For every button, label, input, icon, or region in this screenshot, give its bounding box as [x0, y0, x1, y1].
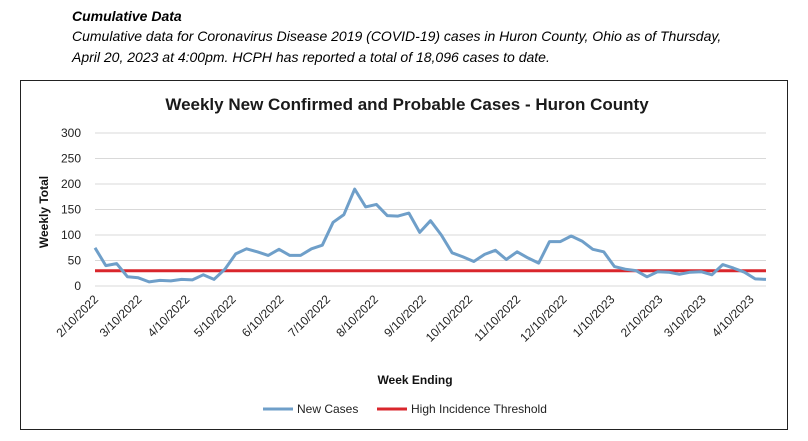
y-axis-label: Weekly Total	[37, 176, 51, 248]
chart-title: Weekly New Confirmed and Probable Cases …	[165, 95, 649, 114]
y-tick-250: 250	[61, 152, 81, 166]
section-description-line-2: April 20, 2023 at 4:00pm. HCPH has repor…	[72, 49, 550, 65]
x-tick-2-10-2022: 2/10/2022	[53, 292, 101, 340]
legend-threshold-label: High Incidence Threshold	[411, 402, 547, 416]
x-axis-label: Week Ending	[377, 373, 452, 387]
x-tick-4-10-2022: 4/10/2022	[145, 292, 193, 340]
y-tick-labels: 0 50 100 150 200 250 300	[61, 126, 81, 293]
x-tick-5-10-2022: 5/10/2022	[191, 292, 239, 340]
x-tick-12-10-2022: 12/10/2022	[517, 292, 570, 345]
y-tick-100: 100	[61, 228, 81, 242]
x-tick-1-10-2023: 1/10/2023	[570, 292, 618, 340]
x-tick-2-10-2023: 2/10/2023	[618, 292, 666, 340]
chart-frame	[20, 80, 788, 430]
y-tick-150: 150	[61, 203, 81, 217]
legend-new-cases-label: New Cases	[297, 402, 358, 416]
x-tick-4-10-2023: 4/10/2023	[709, 292, 757, 340]
x-tick-3-10-2022: 3/10/2022	[97, 292, 145, 340]
gridlines	[95, 132, 766, 287]
y-tick-0: 0	[74, 279, 81, 293]
x-tick-8-10-2022: 8/10/2022	[333, 292, 381, 340]
section-title: Cumulative Data	[72, 8, 182, 24]
y-tick-200: 200	[61, 177, 81, 191]
x-tick-10-10-2022: 10/10/2022	[423, 292, 476, 345]
legend: New Cases High Incidence Threshold	[263, 402, 547, 416]
y-tick-50: 50	[68, 254, 82, 268]
page-header: Cumulative Data Cumulative data for Coro…	[72, 6, 772, 68]
x-tick-6-10-2022: 6/10/2022	[239, 292, 287, 340]
x-tick-11-10-2022: 11/10/2022	[471, 292, 523, 344]
x-tick-9-10-2022: 9/10/2022	[381, 292, 429, 340]
new-cases-line	[93, 187, 767, 284]
section-description-line-1: Cumulative data for Coronavirus Disease …	[72, 28, 722, 44]
x-tick-7-10-2022: 7/10/2022	[285, 292, 333, 340]
x-tick-3-10-2023: 3/10/2023	[661, 292, 709, 340]
y-tick-300: 300	[61, 126, 81, 140]
